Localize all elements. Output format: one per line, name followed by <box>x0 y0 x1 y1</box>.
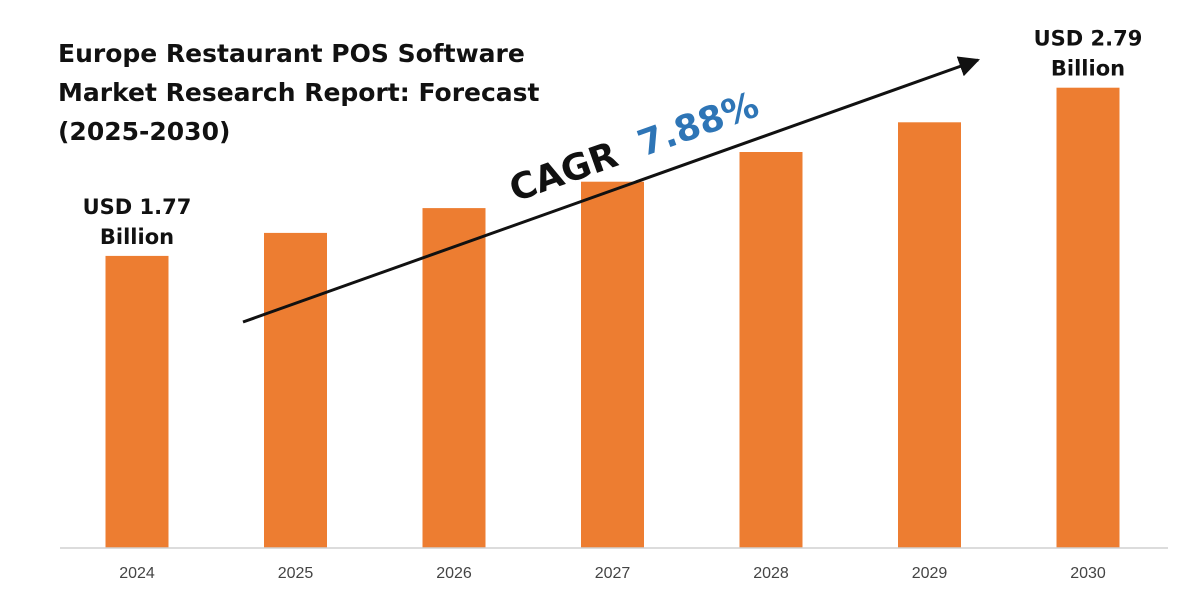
chart-title-line-1: Europe Restaurant POS Software <box>58 39 525 68</box>
chart-title-line-3: (2025-2030) <box>58 117 230 146</box>
last-value-line-1: USD 2.79 <box>1034 27 1143 51</box>
bar-2030 <box>1056 87 1120 548</box>
first-value-line-2: Billion <box>100 225 174 249</box>
first-value-line-1: USD 1.77 <box>83 195 192 219</box>
x-tick-label-2028: 2028 <box>753 565 789 582</box>
last-value-label: USD 2.79 Billion <box>1034 27 1143 81</box>
bar-2026 <box>422 208 486 548</box>
x-axis-ticks: 2024 2025 2026 2027 2028 2029 2030 <box>119 565 1106 582</box>
x-tick-label-2030: 2030 <box>1070 565 1106 582</box>
growth-arrow <box>242 56 980 324</box>
bar-2024 <box>105 255 169 548</box>
bar-2025 <box>264 232 327 548</box>
x-tick-label-2024: 2024 <box>119 565 155 582</box>
bar-2029 <box>898 122 961 549</box>
bar-2027 <box>581 181 644 548</box>
x-tick-label-2029: 2029 <box>912 565 948 582</box>
last-value-line-2: Billion <box>1051 57 1125 81</box>
chart-title: Europe Restaurant POS Software Market Re… <box>58 39 544 146</box>
x-tick-label-2025: 2025 <box>278 565 314 582</box>
first-value-label: USD 1.77 Billion <box>83 195 192 249</box>
bar-group <box>105 87 1120 549</box>
chart-title-line-2: Market Research Report: Forecast <box>58 78 540 107</box>
x-tick-label-2027: 2027 <box>595 565 631 582</box>
bar-2028 <box>739 152 803 548</box>
x-tick-label-2026: 2026 <box>436 565 472 582</box>
